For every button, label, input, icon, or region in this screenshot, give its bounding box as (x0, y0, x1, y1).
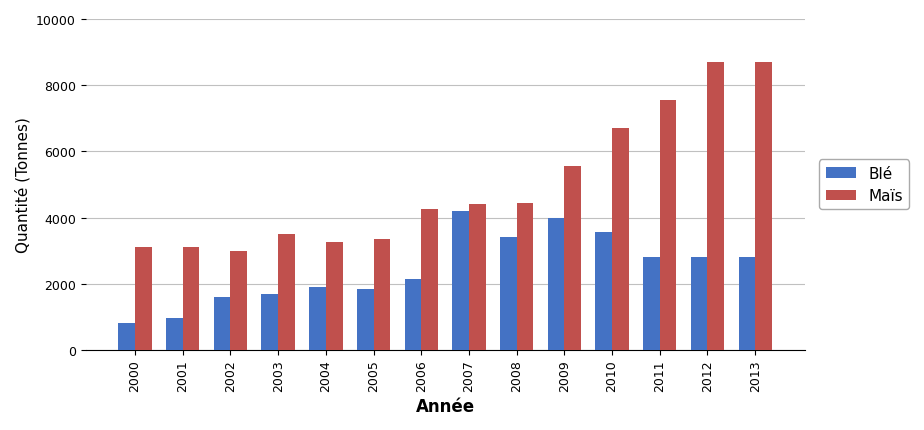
Bar (278, 234, 295, 350)
Bar (643, 258, 660, 350)
Bar (310, 287, 326, 350)
Bar (755, 63, 772, 350)
X-axis label: Année: Année (416, 397, 475, 415)
Bar (405, 279, 421, 350)
Bar (183, 248, 200, 350)
Bar (595, 233, 612, 350)
Bar (373, 240, 390, 350)
Bar (469, 205, 486, 350)
Bar (421, 210, 438, 350)
Bar (326, 243, 343, 350)
Bar (357, 289, 373, 350)
Bar (548, 218, 565, 350)
Bar (565, 167, 581, 350)
Bar (135, 248, 152, 350)
Bar (452, 212, 469, 350)
Legend: Blé, Maïs: Blé, Maïs (820, 160, 909, 210)
Bar (738, 258, 755, 350)
Bar (691, 258, 708, 350)
Bar (708, 63, 724, 350)
Y-axis label: Quantité (Tonnes): Quantité (Tonnes) (15, 117, 30, 253)
Bar (166, 319, 183, 350)
Bar (213, 297, 230, 350)
Bar (612, 129, 628, 350)
Bar (517, 203, 533, 350)
Bar (500, 238, 517, 350)
Bar (660, 101, 676, 350)
Bar (118, 324, 135, 350)
Bar (230, 251, 247, 350)
Bar (261, 294, 278, 350)
